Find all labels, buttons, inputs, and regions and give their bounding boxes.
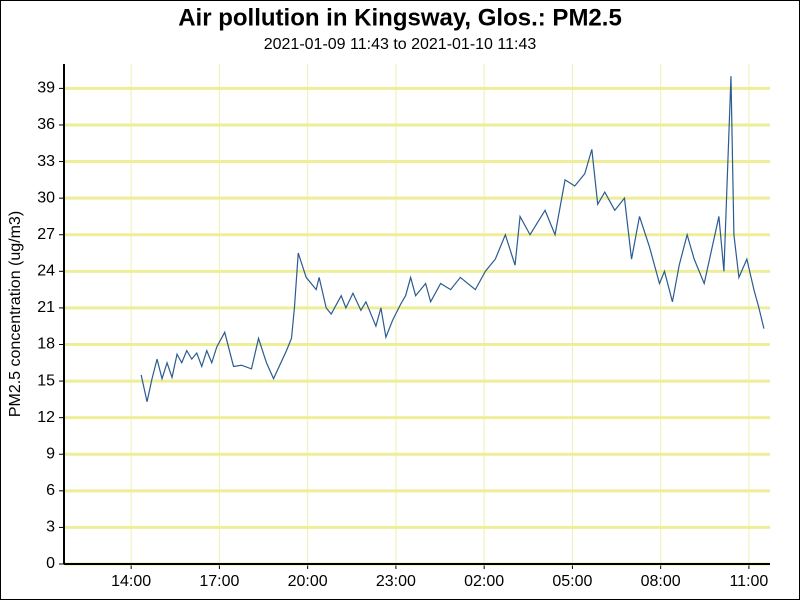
y-tick-label: 39 xyxy=(37,80,55,97)
data-line xyxy=(140,76,765,402)
y-tick-label: 36 xyxy=(37,116,55,133)
x-tick-label: 23:00 xyxy=(376,573,416,590)
y-axis-label: PM2.5 concentration (ug/m3) xyxy=(7,211,24,417)
x-tick-label: 11:00 xyxy=(729,573,768,590)
y-tick-label: 33 xyxy=(37,153,55,170)
y-tick-label: 12 xyxy=(37,409,55,426)
y-tick-label: 3 xyxy=(46,519,55,536)
y-tick-label: 24 xyxy=(37,263,55,280)
y-tick-label: 15 xyxy=(37,372,55,389)
x-tick-label: 20:00 xyxy=(288,573,328,590)
y-tick-label: 30 xyxy=(37,189,55,206)
x-tick-label: 14:00 xyxy=(111,573,151,590)
y-tick-label: 21 xyxy=(37,299,55,316)
y-tick-label: 0 xyxy=(46,555,55,572)
chart-title: Air pollution in Kingsway, Glos.: PM2.5 xyxy=(178,4,622,31)
y-tick-label: 27 xyxy=(37,226,55,243)
y-tick-label: 9 xyxy=(46,445,55,462)
x-tick-label: 17:00 xyxy=(199,573,239,590)
x-tick-label: 08:00 xyxy=(641,573,681,590)
x-tick-label: 02:00 xyxy=(464,573,504,590)
y-tick-label: 18 xyxy=(37,336,55,353)
x-tick-label: 05:00 xyxy=(552,573,592,590)
chart-subtitle: 2021-01-09 11:43 to 2021-01-10 11:43 xyxy=(264,36,537,53)
y-tick-label: 6 xyxy=(46,482,55,499)
